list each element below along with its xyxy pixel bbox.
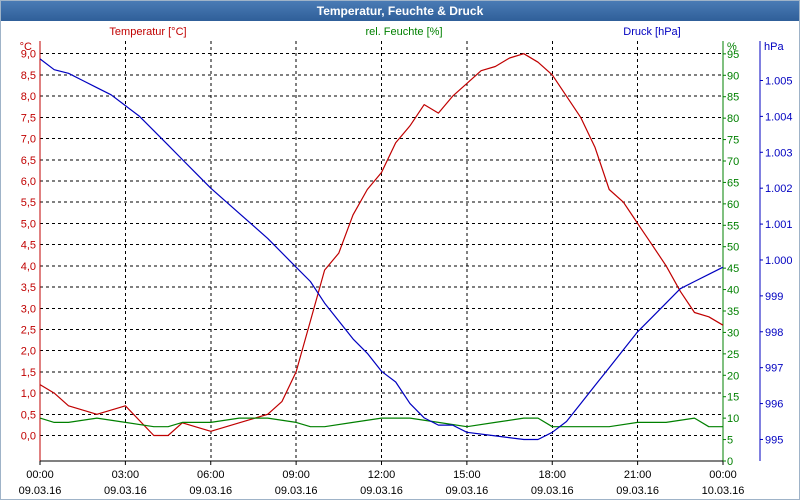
temp-tick-label: 2,0 bbox=[21, 346, 36, 358]
x-tick-date: 09.03.16 bbox=[189, 485, 232, 497]
pressure-line bbox=[39, 58, 724, 441]
x-tick-date: 09.03.16 bbox=[360, 485, 403, 497]
humidity-series-label: rel. Feuchte [%] bbox=[365, 26, 442, 38]
humidity-tick-label: 65 bbox=[727, 177, 739, 189]
temp-tick-label: 8,0 bbox=[21, 91, 36, 103]
humidity-tick-label: 90 bbox=[727, 70, 739, 82]
x-tick-time: 09:00 bbox=[282, 469, 310, 481]
temp-tick-label: 3,5 bbox=[21, 282, 36, 294]
temperature-line bbox=[39, 53, 724, 437]
pressure-tick-label: 1.002 bbox=[765, 183, 793, 195]
pressure-tick-label: 1.004 bbox=[765, 111, 793, 123]
temp-tick-label: 3,0 bbox=[21, 303, 36, 315]
temp-tick-label: 1,5 bbox=[21, 367, 36, 379]
temp-series-label: Temperatur [°C] bbox=[109, 26, 186, 38]
temp-tick-label: 6,5 bbox=[21, 155, 36, 167]
humidity-tick-label: 85 bbox=[727, 92, 739, 104]
temp-tick-label: 0,0 bbox=[21, 431, 36, 443]
humidity-tick-label: 40 bbox=[727, 285, 739, 297]
humidity-tick-label: 60 bbox=[727, 199, 739, 211]
temp-tick-label: 8,5 bbox=[21, 70, 36, 82]
humidity-tick-label: 35 bbox=[727, 306, 739, 318]
temp-tick-label: 0,5 bbox=[21, 409, 36, 421]
x-tick-time: 21:00 bbox=[624, 469, 652, 481]
pressure-series-label: Druck [hPa] bbox=[623, 26, 680, 38]
temp-tick-label: 5,0 bbox=[21, 218, 36, 230]
x-tick-date: 09.03.16 bbox=[531, 485, 574, 497]
pressure-tick-label: 995 bbox=[765, 434, 783, 446]
x-tick-time: 15:00 bbox=[453, 469, 481, 481]
humidity-tick-label: 30 bbox=[727, 327, 739, 339]
humidity-tick-label: 15 bbox=[727, 392, 739, 404]
x-tick-date: 09.03.16 bbox=[445, 485, 488, 497]
x-tick-time: 06:00 bbox=[197, 469, 225, 481]
x-tick-date: 09.03.16 bbox=[19, 485, 62, 497]
x-tick-date: 09.03.16 bbox=[104, 485, 147, 497]
humidity-tick-label: 0 bbox=[727, 456, 733, 468]
temp-tick-label: 1,0 bbox=[21, 388, 36, 400]
humidity-tick-label: 75 bbox=[727, 135, 739, 147]
pressure-tick-label: 997 bbox=[765, 363, 783, 375]
temp-tick-label: 5,5 bbox=[21, 197, 36, 209]
temp-tick-label: 4,0 bbox=[21, 261, 36, 273]
chart-title: Temperatur, Feuchte & Druck bbox=[1, 1, 799, 21]
pressure-tick-label: 999 bbox=[765, 291, 783, 303]
x-tick-time: 00:00 bbox=[26, 469, 54, 481]
temp-unit-label: °C bbox=[20, 41, 32, 53]
temp-tick-label: 4,5 bbox=[21, 240, 36, 252]
humidity-tick-label: 55 bbox=[727, 220, 739, 232]
x-tick-date: 09.03.16 bbox=[616, 485, 659, 497]
humidity-tick-label: 70 bbox=[727, 156, 739, 168]
axis-labels: 0,0 0,5 1,0 1,5 2,0 2,5 3,0 3,5 4,0 4,5 5,0 5,5 6,0 6… bbox=[19, 26, 793, 497]
x-tick-date: 09.03.16 bbox=[275, 485, 318, 497]
humidity-tick-label: 20 bbox=[727, 370, 739, 382]
x-tick-date: 10.03.16 bbox=[702, 485, 745, 497]
humidity-tick-label: 50 bbox=[727, 242, 739, 254]
x-tick-time: 12:00 bbox=[368, 469, 396, 481]
humidity-tick-label: 95 bbox=[727, 49, 739, 61]
pressure-tick-label: 996 bbox=[765, 399, 783, 411]
plot-area bbox=[39, 41, 763, 465]
temp-tick-label: 2,5 bbox=[21, 324, 36, 336]
temp-tick-label: 9,0 bbox=[21, 49, 36, 61]
humidity-tick-label: 80 bbox=[727, 113, 739, 125]
pressure-tick-label: 1.005 bbox=[765, 75, 793, 87]
humidity-tick-label: 45 bbox=[727, 263, 739, 275]
x-tick-time: 00:00 bbox=[709, 469, 737, 481]
humidity-tick-label: 10 bbox=[727, 413, 739, 425]
humidity-unit-label: % bbox=[727, 41, 737, 53]
temp-tick-label: 7,5 bbox=[21, 112, 36, 124]
humidity-tick-label: 5 bbox=[727, 435, 733, 447]
x-tick-time: 03:00 bbox=[112, 469, 140, 481]
temp-tick-label: 6,0 bbox=[21, 176, 36, 188]
pressure-tick-label: 998 bbox=[765, 327, 783, 339]
pressure-tick-label: 1.000 bbox=[765, 255, 793, 267]
pressure-tick-label: 1.003 bbox=[765, 147, 793, 159]
pressure-tick-label: 1.001 bbox=[765, 219, 793, 231]
grid bbox=[40, 41, 723, 461]
series-lines bbox=[39, 53, 724, 441]
temp-tick-label: 7,0 bbox=[21, 134, 36, 146]
x-tick-time: 18:00 bbox=[538, 469, 566, 481]
humidity-line bbox=[39, 417, 723, 428]
pressure-unit-label: hPa bbox=[764, 41, 784, 53]
humidity-tick-label: 25 bbox=[727, 349, 739, 361]
